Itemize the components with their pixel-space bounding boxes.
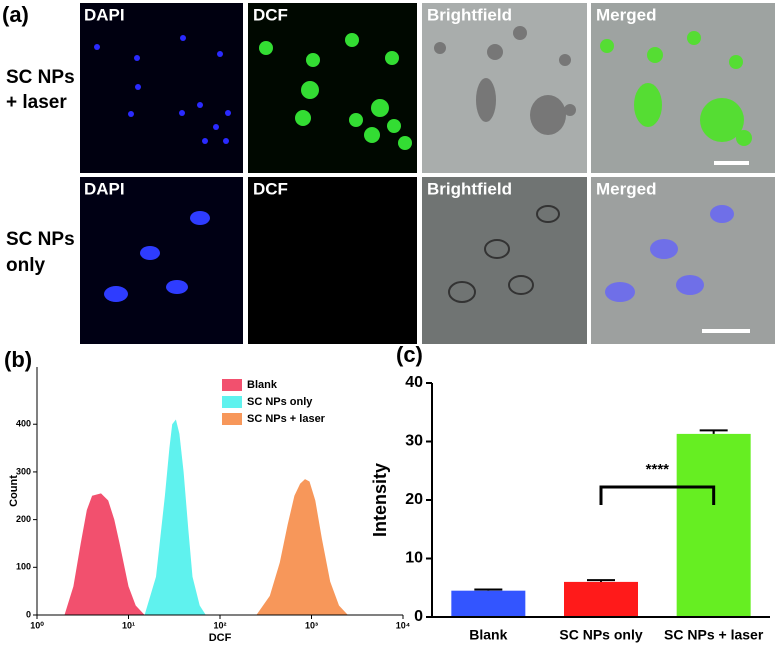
x-tick-label: SC NPs + laser [664,627,764,643]
image [591,3,775,173]
cells [259,33,412,150]
x-tick-label: 10² [213,620,226,630]
cells [448,205,560,303]
row-label: only [6,255,45,276]
legend-label: SC NPs + laser [247,413,326,425]
histogram-area [144,419,206,615]
image [80,177,243,344]
x-axis-label: DCF [209,632,232,644]
y-axis-label: Count [8,475,20,507]
x-tick-label: SC NPs only [559,627,642,643]
y-tick-label: 20 [405,491,423,508]
nuclei [94,35,231,144]
scale-bar [702,329,750,333]
x-tick-label: 10¹ [122,620,135,630]
legend-swatch [222,396,242,408]
significance-label: **** [646,461,670,478]
significance-bracket [599,485,716,505]
image-label: Merged [596,5,656,24]
image [248,177,417,344]
histogram-area [256,479,348,615]
image-label: Brightfield [427,5,512,24]
y-tick-label: 40 [405,374,423,391]
x-tick-label: 10³ [305,620,318,630]
image [80,3,243,173]
bar [676,433,751,617]
y-tick-label: 10 [405,550,423,567]
image-label: DCF [253,179,288,198]
y-tick-label: 0 [414,608,423,625]
y-tick-label: 200 [16,514,31,524]
image [248,3,417,173]
x-tick-label: Blank [469,627,507,643]
bar [451,590,526,617]
row-label: + laser [6,92,67,113]
legend-label: Blank [247,379,278,391]
image [422,3,587,173]
cells [605,205,734,302]
x-tick-label: 10⁴ [396,620,410,630]
image-label: DAPI [84,5,125,24]
image-label: DCF [253,5,288,24]
row-label: SC NPs [6,67,75,88]
scale-bar [714,161,749,165]
y-tick-label: 100 [16,562,31,572]
image-label: Brightfield [427,179,512,198]
panel-label: (c) [396,342,423,367]
legend-swatch [222,413,242,425]
bar [564,581,638,617]
nuclei [104,211,210,302]
y-tick-label: 0 [26,609,31,619]
cells [434,26,576,135]
y-tick-label: 400 [16,419,31,429]
y-axis-label: Intensity [370,463,390,537]
histogram-area [64,493,145,615]
cells [600,31,752,146]
image [422,177,587,344]
x-tick-label: 10⁰ [30,620,44,630]
row-label: SC NPs [6,229,75,250]
panel-label: (b) [4,347,32,372]
image [591,177,775,344]
panel-label: (a) [2,2,29,27]
image-label: Merged [596,179,656,198]
y-tick-label: 300 [16,466,31,476]
legend-swatch [222,379,242,391]
panel-a: (a) SC NPs + laser SC NPs only [2,2,775,344]
image-label: DAPI [84,179,125,198]
legend-label: SC NPs only [247,396,313,408]
y-tick-label: 30 [405,433,423,450]
